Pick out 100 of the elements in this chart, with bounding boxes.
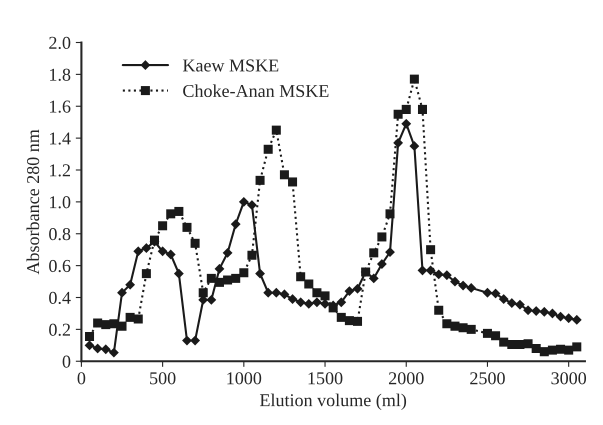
point [482, 328, 492, 338]
point [426, 265, 436, 276]
point [377, 232, 386, 242]
point [230, 219, 241, 230]
point [182, 222, 192, 232]
point [499, 338, 508, 347]
point [434, 306, 444, 315]
point [288, 294, 298, 304]
point [190, 336, 200, 346]
point [142, 269, 151, 278]
point [93, 318, 102, 328]
point [524, 339, 533, 348]
point [369, 248, 378, 258]
y-axis-title: Absorbance 280 nm [26, 129, 40, 274]
point [458, 323, 468, 332]
x-tick-label: 500 [150, 372, 176, 384]
point [466, 283, 476, 293]
point [198, 288, 208, 298]
point [125, 280, 136, 290]
point [442, 319, 452, 328]
point [450, 322, 460, 331]
point [336, 312, 346, 322]
point [85, 332, 94, 342]
point [166, 250, 176, 260]
point [117, 288, 127, 298]
x-tick-label: 2500 [470, 372, 505, 384]
point [158, 221, 168, 230]
point [296, 297, 306, 308]
y-tick-label: 0.6 [49, 260, 70, 272]
point [458, 280, 468, 290]
point [214, 264, 224, 274]
point [100, 344, 111, 354]
point [426, 245, 436, 254]
x-axis-title: Elution volume (ml) [260, 394, 406, 410]
point [401, 118, 412, 129]
point [133, 246, 144, 256]
point [409, 141, 420, 152]
y-tick-label: 0.2 [49, 324, 70, 336]
y-tick-label: 1.6 [50, 100, 70, 113]
point [564, 346, 574, 355]
y-tick-label: 2.0 [49, 36, 70, 50]
point [272, 126, 281, 135]
point [434, 269, 444, 280]
x-tick-label: 0 [78, 372, 86, 384]
point [304, 279, 314, 288]
point [466, 324, 476, 334]
point [304, 298, 314, 309]
point [572, 342, 582, 352]
point [84, 340, 94, 350]
point [312, 297, 322, 308]
point [410, 74, 419, 84]
point [336, 297, 346, 308]
point [312, 288, 322, 298]
point [174, 206, 184, 216]
point [450, 276, 460, 286]
point [523, 305, 533, 316]
point [442, 270, 452, 280]
point [271, 288, 282, 298]
legend-label: Choke-Anan MSKE [183, 84, 328, 98]
point [394, 110, 403, 119]
y-tick-label: 1.2 [50, 164, 70, 177]
point [231, 274, 240, 283]
point [166, 209, 176, 218]
point [255, 268, 265, 279]
point [182, 336, 192, 346]
point [564, 313, 574, 324]
point [280, 170, 289, 180]
point [532, 344, 541, 354]
point [158, 246, 168, 256]
x-tick-label: 1500 [308, 372, 342, 384]
point [556, 312, 566, 322]
point [320, 291, 330, 300]
point [539, 306, 550, 317]
x-tick-label: 1000 [227, 372, 262, 384]
point [320, 298, 330, 309]
point [108, 348, 119, 358]
point [402, 104, 411, 114]
point [515, 340, 524, 350]
point [206, 294, 216, 305]
y-tick-label: 0 [62, 356, 70, 368]
point [256, 176, 265, 185]
point [206, 274, 216, 283]
y-tick-label: 1.0 [50, 196, 70, 208]
point [134, 314, 143, 324]
point [376, 259, 387, 269]
point [482, 288, 492, 298]
point [238, 196, 249, 207]
point [418, 104, 428, 114]
legend-label: Kaew MSKE [182, 59, 278, 72]
x-tick-label: 3000 [551, 372, 586, 384]
point [126, 312, 135, 322]
point [515, 300, 525, 310]
y-tick-label: 0.8 [49, 228, 70, 240]
point [174, 268, 184, 279]
point [393, 138, 404, 148]
point [540, 347, 549, 356]
point [280, 289, 290, 300]
point [352, 284, 362, 294]
point [491, 331, 500, 340]
point [344, 286, 354, 296]
